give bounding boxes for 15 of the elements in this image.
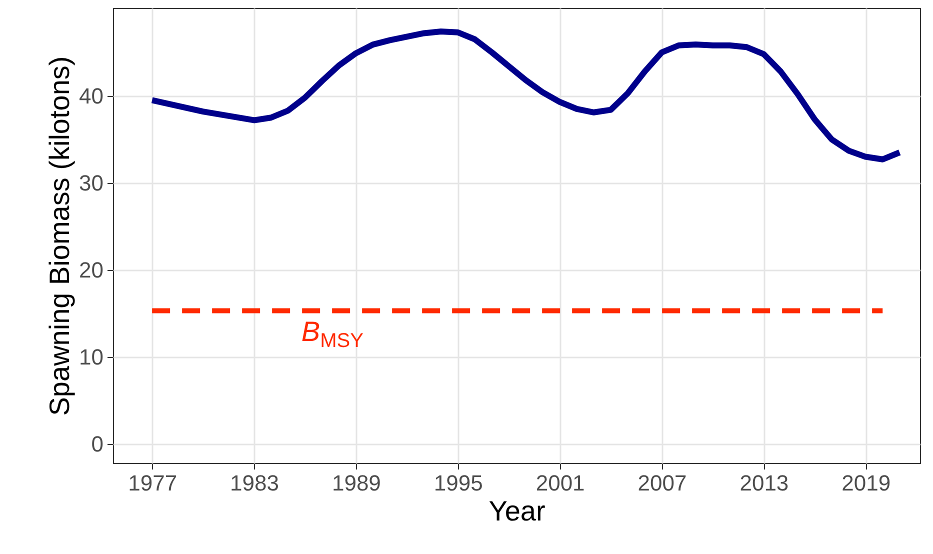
y-tick-label: 20: [79, 257, 104, 282]
y-tick-label: 10: [79, 344, 104, 370]
x-tick-label: 2019: [842, 470, 891, 496]
x-tick-label: 2001: [536, 470, 585, 496]
y-tick-label: 0: [91, 431, 104, 456]
y-axis-title: Spawning Biomass (kilotons): [44, 56, 76, 416]
x-axis-title: Year: [488, 496, 546, 526]
y-tick-label: 30: [79, 170, 104, 196]
x-tick-label: 1983: [230, 470, 279, 496]
x-tick-label: 1995: [434, 470, 483, 496]
x-tick-label: 2007: [638, 470, 687, 496]
y-tick-label: 40: [79, 83, 104, 108]
x-tick-label: 1977: [128, 470, 178, 496]
x-tick-label: 1989: [332, 470, 381, 496]
x-tick-label: 2013: [740, 470, 789, 496]
